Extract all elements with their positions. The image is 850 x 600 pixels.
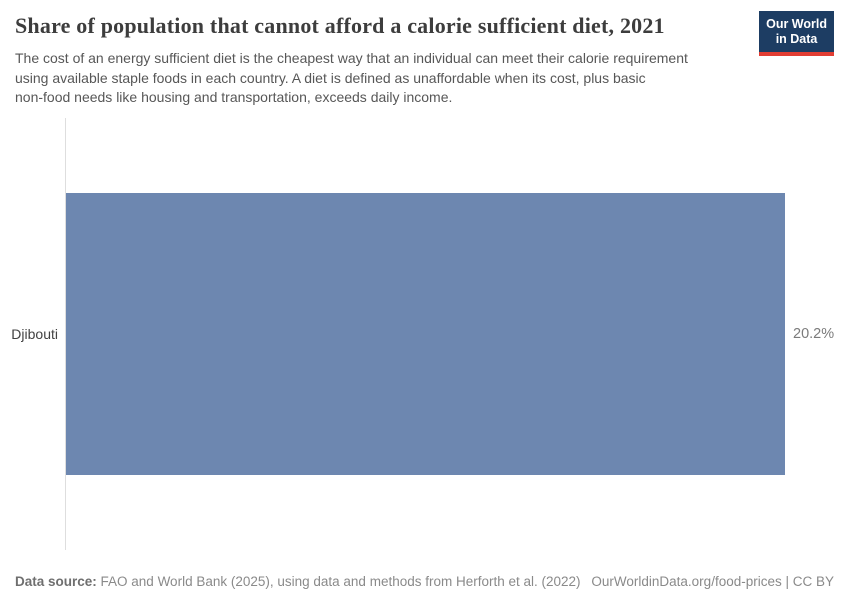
owid-logo-line2: in Data	[775, 32, 818, 46]
bar-djibouti[interactable]	[66, 193, 785, 475]
data-source-note: Data source: FAO and World Bank (2025), …	[15, 574, 581, 589]
owid-logo[interactable]: Our World in Data	[759, 11, 834, 56]
chart-subtitle-line: using available staple foods in each cou…	[15, 69, 646, 86]
chart-subtitle-line: The cost of an energy sufficient diet is…	[15, 50, 688, 66]
data-source-text: FAO and World Bank (2025), using data an…	[96, 574, 581, 589]
chart-footer: Data source: FAO and World Bank (2025), …	[15, 574, 834, 589]
value-label: 20.2%	[793, 326, 835, 342]
page-title: Share of population that cannot afford a…	[15, 13, 665, 38]
data-source-label: Data source:	[15, 574, 97, 589]
entity-label-djibouti: Djibouti	[11, 326, 58, 342]
chart-subtitle-line: non-food needs like housing and transpor…	[15, 89, 453, 105]
y-axis-line	[65, 118, 66, 550]
owid-logo-line1: Our World	[766, 17, 827, 31]
plot-area: 20.2%	[66, 193, 834, 475]
chart-subtitle: The cost of an energy sufficient diet is…	[15, 49, 688, 108]
license-link[interactable]: OurWorldinData.org/food-prices | CC BY	[591, 574, 834, 589]
chart-area: Djibouti 20.2%	[0, 118, 850, 550]
